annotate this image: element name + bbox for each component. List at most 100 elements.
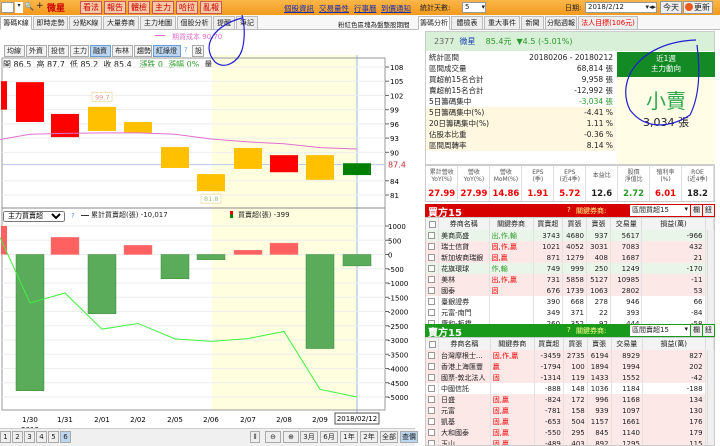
candle[interactable] <box>16 82 44 122</box>
broker-row[interactable]: 元富-南門 349 371 22 393 -84 <box>426 307 714 318</box>
right-tab[interactable]: 分點週報 <box>545 16 577 30</box>
add-icon[interactable]: + <box>36 1 44 11</box>
net-bar[interactable] <box>342 254 372 267</box>
study-button[interactable]: 均線 <box>4 45 25 57</box>
page-button[interactable]: 2 <box>12 431 23 443</box>
net-bar[interactable] <box>123 245 153 255</box>
trading-link[interactable]: 交易量性 <box>319 4 349 13</box>
column-header[interactable]: 買張 <box>563 338 588 350</box>
tab-volume-brokers[interactable]: 大量券商 <box>103 16 139 30</box>
column-header[interactable]: 損益(萬) <box>641 218 706 230</box>
range-button[interactable]: 全部 <box>380 431 398 443</box>
range-button[interactable]: 3月 <box>300 431 318 443</box>
refresh-button[interactable]: 更新 <box>683 1 713 14</box>
study-button[interactable]: 布林 <box>112 45 133 57</box>
row-checkbox[interactable] <box>428 243 435 250</box>
days-select[interactable]: 5 ▾ <box>462 2 486 13</box>
broker-row[interactable]: 中國信託 -888 148 1036 1184 -188 <box>426 383 714 394</box>
net-bar[interactable] <box>305 254 335 349</box>
row-checkbox[interactable] <box>428 385 435 392</box>
column-header[interactable]: 買賣超 <box>533 218 564 230</box>
candle[interactable] <box>270 155 298 173</box>
checkup-button[interactable]: 體檢 <box>128 1 150 14</box>
study-button[interactable]: ? <box>184 46 188 54</box>
broker-row[interactable]: 新加坡商瑞銀 固,贏 871 1279 408 1687 21 <box>426 252 714 263</box>
net-bar[interactable] <box>196 254 226 260</box>
candle[interactable] <box>343 163 371 176</box>
candle[interactable] <box>234 148 262 169</box>
price-alert-link[interactable]: 到價通知 <box>381 4 411 13</box>
net-bar[interactable] <box>50 237 80 255</box>
page-button[interactable]: 1 <box>0 431 11 443</box>
search-icon[interactable]: 🔍 <box>24 2 34 11</box>
columns-button[interactable]: 欄 <box>691 205 702 216</box>
help-icon[interactable]: ? <box>71 212 75 220</box>
zoom-out-icon[interactable]: ⊖ <box>265 431 281 443</box>
study-button[interactable]: 設 <box>192 45 204 57</box>
page-button[interactable]: 5 <box>48 431 59 443</box>
tab-stock-analysis[interactable]: 個股分析 <box>177 16 212 30</box>
today-button[interactable]: 今天 <box>660 1 682 14</box>
page-button[interactable]: 3 <box>24 431 35 443</box>
tab-alert[interactable]: 提醒 <box>213 16 235 30</box>
row-checkbox[interactable] <box>428 374 435 381</box>
column-header[interactable]: 買張 <box>562 218 587 230</box>
lower-indicator-select[interactable]: 主力買賣超 <box>3 211 65 222</box>
broker-row[interactable]: 台灣摩根士... 固,作,贏 -3459 2735 6194 8929 827 <box>426 350 714 361</box>
broker-row[interactable]: 大和國泰 固,贏 -550 295 845 1140 179 <box>426 427 714 438</box>
row-checkbox[interactable] <box>428 320 435 324</box>
net-bar[interactable] <box>233 249 263 255</box>
stock-code-input[interactable] <box>1 2 14 13</box>
broker-row[interactable]: 美商高盛 出,作,輸 3743 4680 937 5617 -966 <box>426 230 714 241</box>
row-checkbox[interactable] <box>428 363 435 370</box>
select-all-checkbox[interactable] <box>428 340 436 348</box>
range-button[interactable]: 2年 <box>360 431 378 443</box>
broker-row[interactable]: 花旗環球 作,輸 749 999 250 1249 -170 <box>426 263 714 274</box>
broker-row[interactable]: 香港上海匯豐贏 -1794 100 1894 1994 202 <box>426 361 714 372</box>
tab-branch-kline[interactable]: 分點K線 <box>69 16 102 30</box>
broker-row[interactable]: 元富 固,贏 -781 158 939 1097 130 <box>426 405 714 416</box>
column-header[interactable]: 交易量 <box>610 218 643 230</box>
broker-row[interactable]: 臺銀證券 390 668 278 946 66 <box>426 296 714 307</box>
scrollbar[interactable] <box>707 230 714 325</box>
column-header[interactable]: 關鍵券商 <box>489 218 534 230</box>
net-bar[interactable] <box>269 242 299 255</box>
view-button[interactable]: 看法 <box>80 1 102 14</box>
broker-row[interactable]: 玉山 固,贏 -489 403 892 1295 115 <box>426 438 714 445</box>
candle[interactable] <box>124 121 152 133</box>
broker-row[interactable]: 日盛 固,贏 -824 172 996 1168 134 <box>426 394 714 405</box>
scrollbar[interactable] <box>707 350 714 445</box>
candle[interactable] <box>88 106 116 131</box>
right-tab[interactable]: 籌碼分析 <box>418 16 450 30</box>
filter-select[interactable]: 區間買超15 ▾ <box>630 205 690 216</box>
stock-info-link[interactable]: 個股資訊 <box>284 4 314 13</box>
right-tab[interactable]: 重大事件 <box>484 16 520 30</box>
net-bar[interactable] <box>160 254 190 279</box>
study-button[interactable]: 趨勢 <box>134 45 152 57</box>
candle[interactable] <box>51 113 79 138</box>
zoom-in-icon[interactable]: ⊕ <box>283 431 299 443</box>
row-checkbox[interactable] <box>428 232 435 239</box>
column-header[interactable]: 賣張 <box>586 218 611 230</box>
rumor-button[interactable]: 亂報 <box>200 1 222 14</box>
right-tab[interactable]: 法人目標(106元) <box>578 16 638 30</box>
calendar-link[interactable]: 行事曆 <box>354 4 377 13</box>
row-checkbox[interactable] <box>428 396 435 403</box>
select-all-checkbox[interactable] <box>428 220 436 228</box>
row-checkbox[interactable] <box>428 265 435 272</box>
chat-button[interactable]: 哈拉 <box>176 1 198 14</box>
row-checkbox[interactable] <box>428 298 435 305</box>
broker-row[interactable]: 國泰固 676 1739 1063 2802 53 <box>426 285 714 296</box>
net-bar[interactable] <box>87 254 117 315</box>
broker-row[interactable]: 凱基 固,贏 -653 504 1157 1661 176 <box>426 416 714 427</box>
page-button[interactable]: 6 <box>60 431 71 443</box>
report-button[interactable]: 報告 <box>104 1 126 14</box>
column-header[interactable]: 損益(萬) <box>642 338 706 350</box>
column-header[interactable]: 關鍵券商 <box>490 338 535 350</box>
row-checkbox[interactable] <box>428 429 435 436</box>
row-checkbox[interactable] <box>428 276 435 283</box>
candle[interactable] <box>306 155 334 180</box>
row-checkbox[interactable] <box>428 418 435 425</box>
row-checkbox[interactable] <box>428 287 435 294</box>
column-header[interactable]: 券商名稱 <box>438 338 491 350</box>
